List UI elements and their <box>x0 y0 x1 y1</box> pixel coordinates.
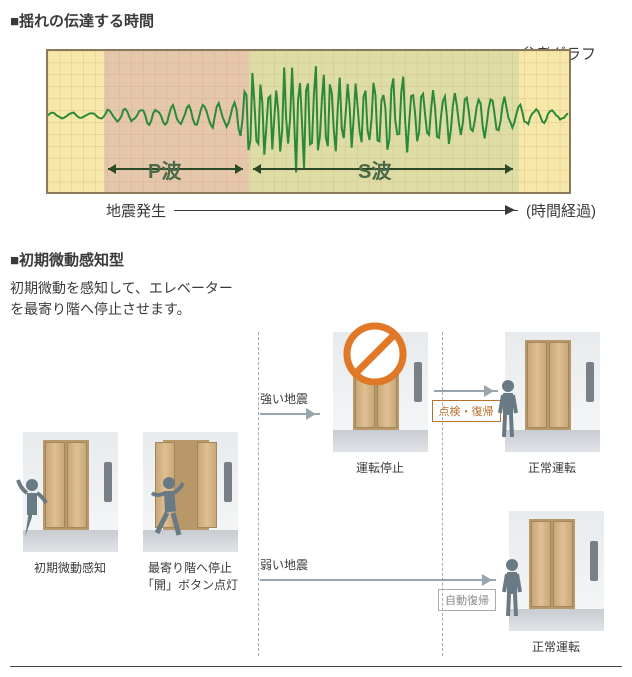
divider-line <box>442 332 443 656</box>
section2-description: 初期微動を感知して、エレベーターを最寄り階へ停止させます。 <box>10 278 240 320</box>
stage-stop-caption: 最寄り階へ停止 「開」ボタン点灯 <box>142 560 238 594</box>
arrow-icon <box>434 390 498 392</box>
person-running-icon <box>145 475 185 539</box>
time-axis: 地震発生 (時間経過) <box>106 200 596 221</box>
person-icon <box>15 477 49 539</box>
branch-weak: 弱い地震 自動復帰 <box>260 511 606 656</box>
divider-line <box>258 332 259 656</box>
p-wave-label: P波 <box>148 155 181 184</box>
stage-normal-bottom: 正常運転 <box>506 511 606 656</box>
section2-title: ■初期微動感知型 <box>10 249 622 270</box>
flow-diagram: 初期微動感知 最寄り階へ停止 「開」ボタン点灯 <box>10 332 622 656</box>
stop-sign-icon <box>343 322 407 389</box>
auto-badge: 自動復帰 <box>438 589 496 611</box>
halted-caption: 運転停止 <box>356 460 404 477</box>
s-wave-label: S波 <box>358 155 391 184</box>
branch-strong: 強い地震 <box>260 332 606 477</box>
stage-halted: 運転停止 <box>330 332 430 477</box>
strong-quake-label: 強い地震 <box>260 390 330 407</box>
weak-quake-label: 弱い地震 <box>260 556 330 573</box>
stage-normal-top: 正常運転 <box>502 332 602 477</box>
arrow-icon <box>260 579 496 581</box>
stage-detect: 初期微動感知 <box>10 432 130 656</box>
stage-detect-caption: 初期微動感知 <box>34 560 106 577</box>
person-standing-icon <box>499 558 525 618</box>
seismogram-chart: P波 S波 <box>46 49 571 194</box>
graph-container: 参考グラフ P波 S波 地震発生 (時間経過) <box>46 49 596 221</box>
waveform <box>48 51 569 194</box>
arrow-icon <box>260 413 320 415</box>
stage-stop-open: 最寄り階へ停止 「開」ボタン点灯 <box>130 432 250 656</box>
section1-title: ■揺れの伝達する時間 <box>10 10 622 31</box>
axis-end-label: (時間経過) <box>526 200 596 221</box>
axis-arrow <box>174 210 518 211</box>
axis-start-label: 地震発生 <box>106 200 166 221</box>
person-standing-icon <box>495 379 521 439</box>
bottom-rule <box>10 666 622 667</box>
normal-caption: 正常運転 <box>532 639 580 656</box>
normal-caption: 正常運転 <box>528 460 576 477</box>
